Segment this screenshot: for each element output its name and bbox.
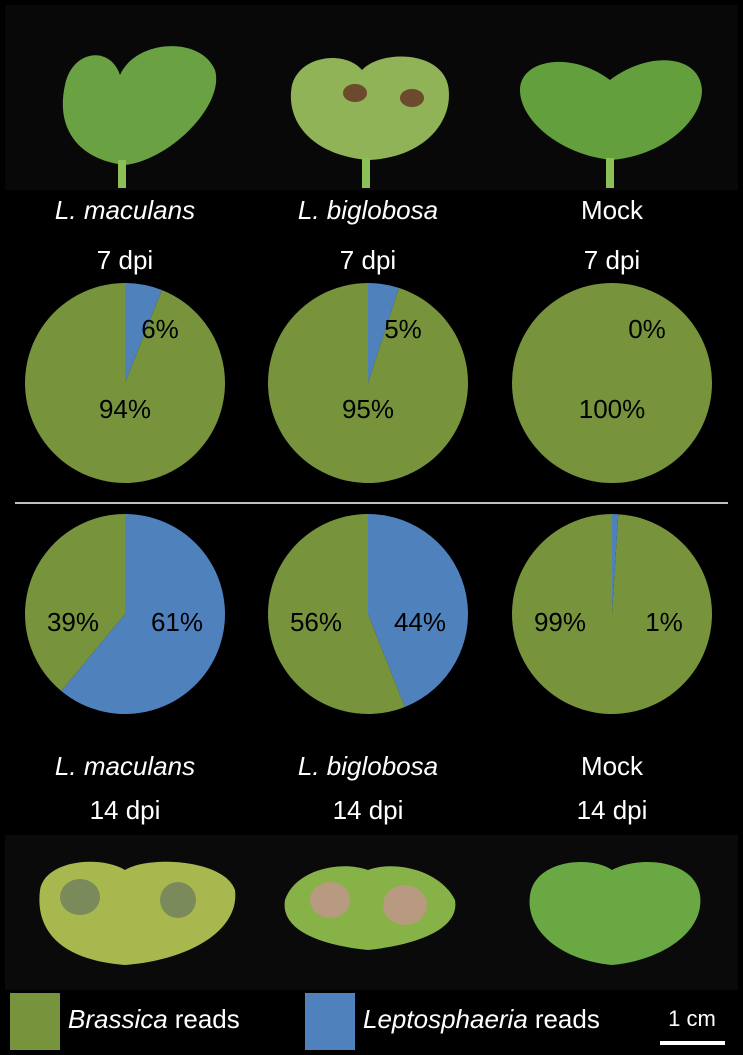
scale-bar-label: 1 cm [668, 1006, 716, 1031]
legend-name: Leptosphaeria [363, 1004, 528, 1034]
pie-slice [512, 283, 712, 483]
pie-slice [25, 283, 226, 483]
chart-subtitle: 7 dpi [584, 245, 640, 275]
value-label: 1% [645, 607, 683, 637]
value-label: 100% [579, 394, 646, 424]
pie-slice [612, 514, 619, 614]
pie-slice [368, 514, 469, 707]
pie-slice [61, 514, 226, 714]
chart-title: Mock [581, 751, 644, 781]
legend-label: Brassica reads [68, 1004, 240, 1034]
chart-title: Mock [581, 195, 644, 225]
pie-slice [512, 514, 713, 714]
value-label: 94% [99, 394, 151, 424]
value-label: 5% [384, 314, 422, 344]
pie-slice [267, 283, 468, 483]
value-label: 61% [151, 607, 203, 637]
pie-slice [268, 514, 405, 714]
pie-slice [125, 283, 162, 383]
value-label: 44% [394, 607, 446, 637]
value-label: 95% [342, 394, 394, 424]
value-label: 99% [534, 607, 586, 637]
pie-slice [368, 283, 399, 383]
legend-label: Leptosphaeria reads [363, 1004, 600, 1034]
charts: L. maculans 7 dpi 6% 94% L. biglobosa 7 dpi 5%… [25, 195, 713, 825]
chart-subtitle: 7 dpi [97, 245, 153, 275]
legend-suffix: reads [535, 1004, 600, 1034]
chart-title: L. biglobosa [298, 195, 438, 225]
value-label: 56% [290, 607, 342, 637]
value-label: 6% [141, 314, 179, 344]
chart-title: L. maculans [55, 195, 195, 225]
legend-name: Brassica [68, 1004, 168, 1034]
value-label: 0% [628, 314, 666, 344]
chart-subtitle: 14 dpi [333, 795, 404, 825]
leaf-photos-bottom [5, 835, 738, 990]
chart-subtitle: 14 dpi [90, 795, 161, 825]
chart-subtitle: 14 dpi [577, 795, 648, 825]
value-label: 39% [47, 607, 99, 637]
chart-title: L. maculans [55, 751, 195, 781]
legend-suffix: reads [175, 1004, 240, 1034]
legend: Brassica reads Leptosphaeria reads [10, 993, 600, 1050]
legend-swatch [10, 993, 60, 1050]
legend-swatch [305, 993, 355, 1050]
leaf-photos-top [5, 5, 738, 190]
pie-slice [25, 514, 125, 692]
chart-title: L. biglobosa [298, 751, 438, 781]
chart-subtitle: 7 dpi [340, 245, 396, 275]
